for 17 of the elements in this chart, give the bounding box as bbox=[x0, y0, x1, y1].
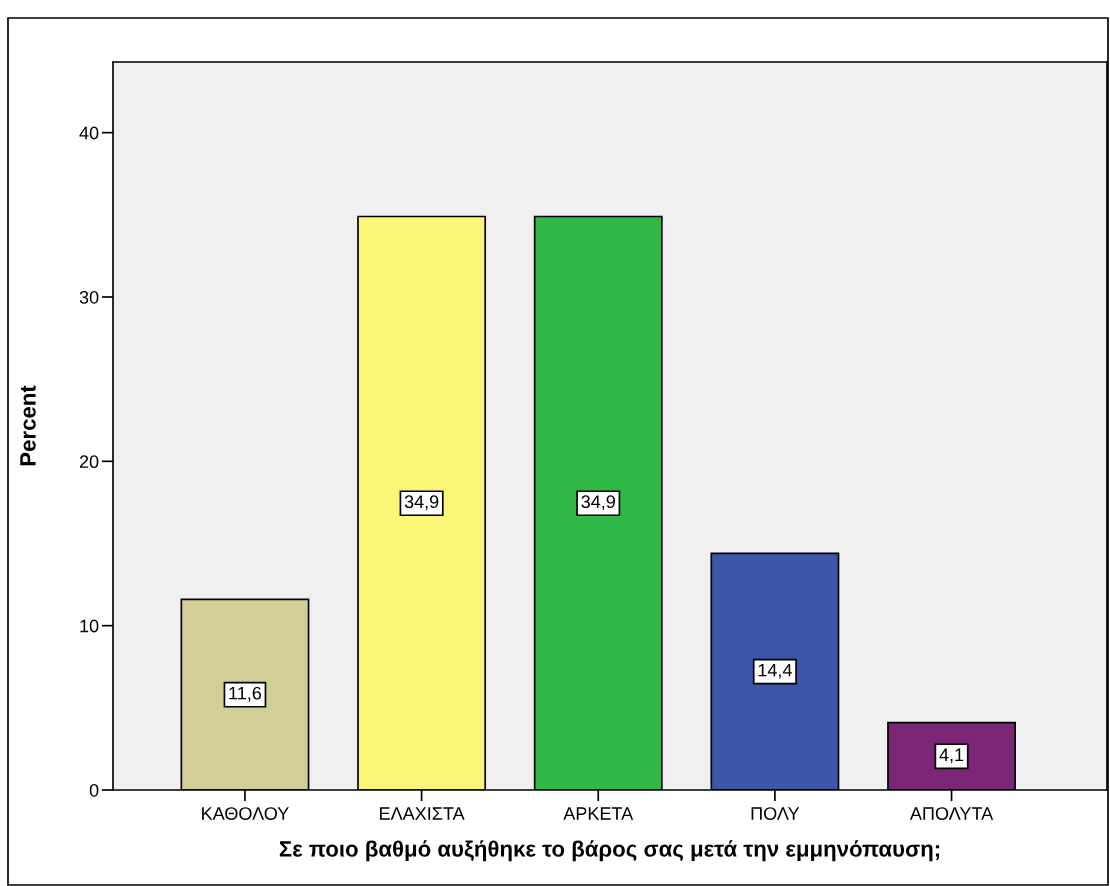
data-label: 34,9 bbox=[404, 495, 439, 511]
y-tick-label: 40 bbox=[79, 126, 99, 140]
data-label: 11,6 bbox=[229, 686, 262, 702]
y-tick-label: 0 bbox=[89, 783, 99, 797]
x-tick-label: ΑΠΟΛΥΤΑ bbox=[909, 807, 994, 820]
y-axis-title: Percent bbox=[20, 385, 36, 466]
x-tick-label: ΠΟΛΥ bbox=[751, 807, 800, 820]
x-tick-label: ΚΑΘΟΛΟΥ bbox=[202, 807, 289, 820]
data-label: 34,9 bbox=[581, 495, 615, 511]
x-tick-label: ΑΡΚΕΤΑ bbox=[563, 807, 634, 820]
y-tick-label: 20 bbox=[79, 455, 99, 469]
y-tick-label: 10 bbox=[80, 619, 99, 633]
x-tick-label: ΕΛΑΧΙΣΤΑ bbox=[380, 807, 465, 820]
data-label: 4,1 bbox=[939, 748, 964, 764]
y-tick-label: 30 bbox=[79, 290, 99, 304]
data-label: 14,4 bbox=[758, 663, 792, 679]
x-axis-title: Σε ποιο βαθμό αυξήθηκε το βάρος σας μετά την εμμηνόπαυση; bbox=[279, 840, 940, 862]
